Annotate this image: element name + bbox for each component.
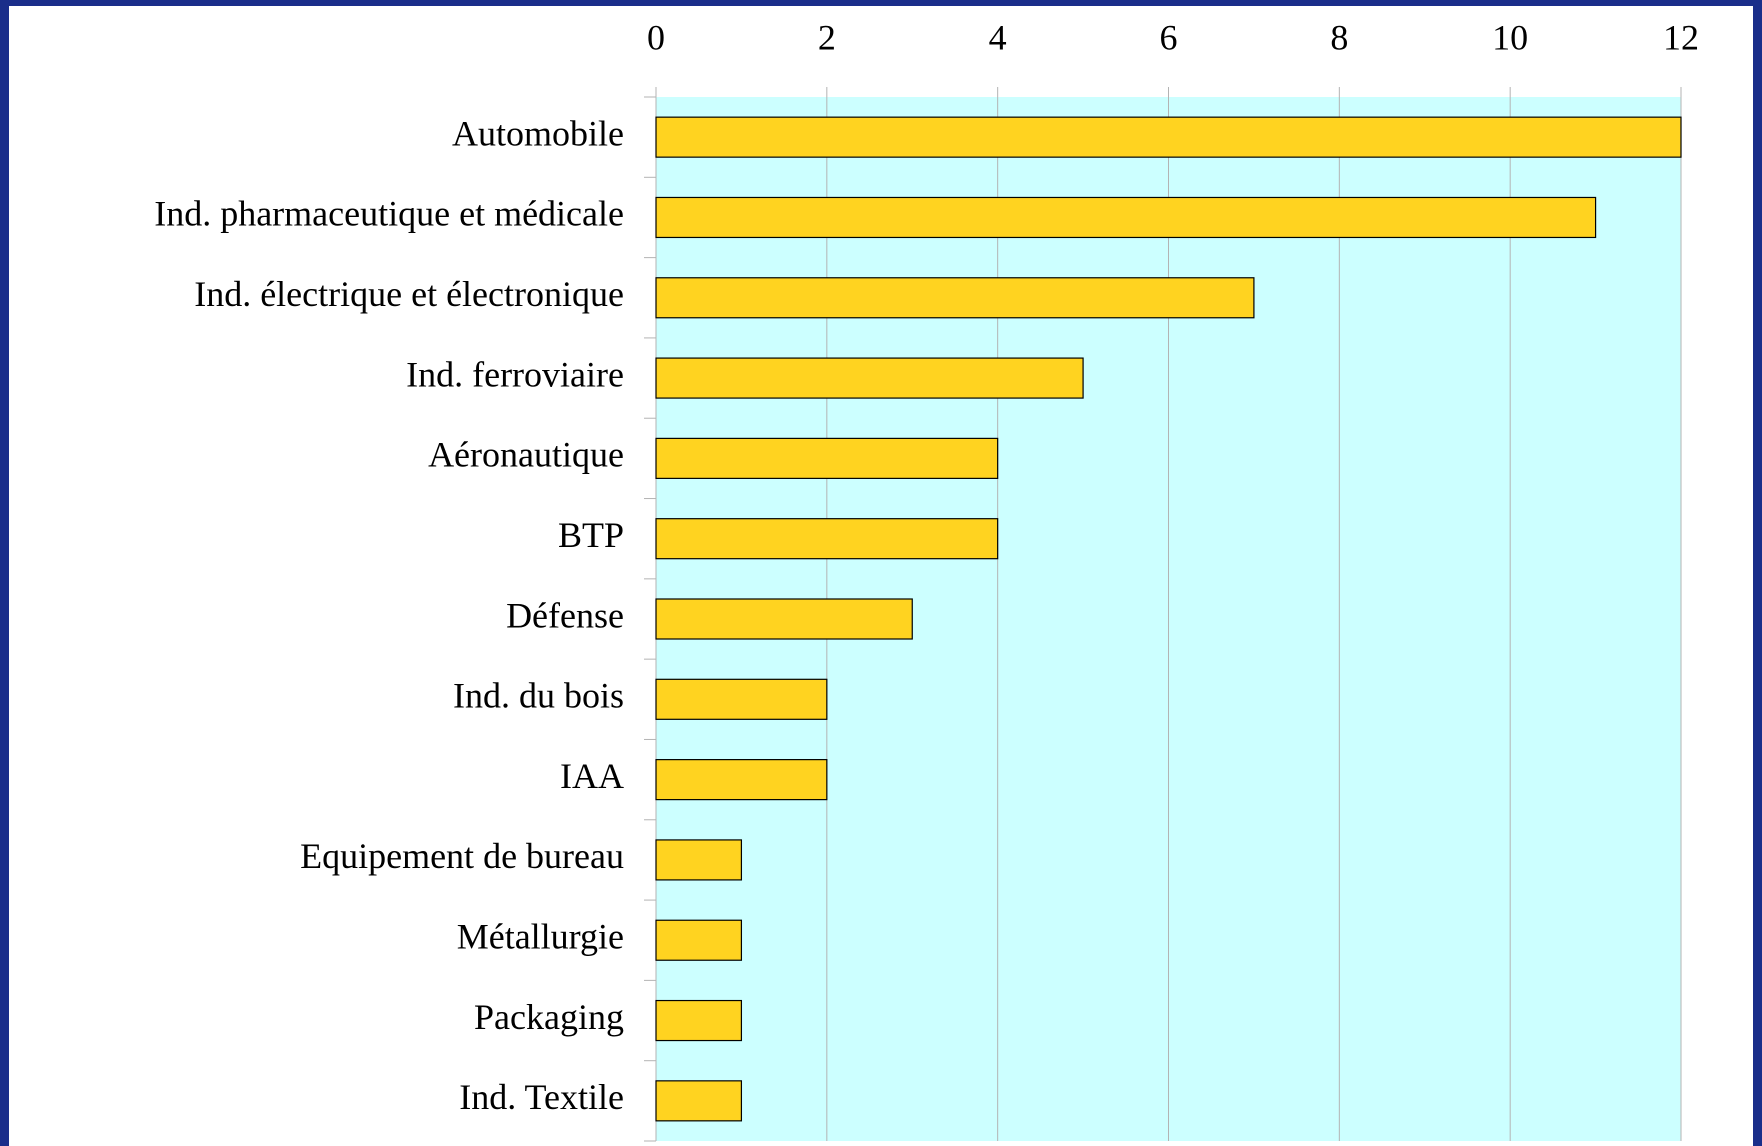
bar — [655, 277, 1255, 319]
bar — [655, 759, 828, 801]
bar — [655, 357, 1084, 399]
y-tick-label: Ind. électrique et électronique — [194, 274, 624, 314]
bar — [655, 116, 1682, 158]
x-tick-label: 8 — [1330, 17, 1348, 57]
y-tick-label: Equipement de bureau — [300, 836, 624, 876]
x-tick-label: 0 — [647, 17, 665, 57]
bar — [655, 196, 1597, 239]
y-tick-label: Défense — [506, 595, 624, 635]
x-tick-label: 6 — [1160, 17, 1178, 57]
x-tick-label: 4 — [989, 17, 1007, 57]
y-tick-label: Ind. du bois — [453, 676, 624, 716]
bar — [655, 999, 743, 1042]
bar — [655, 678, 828, 720]
y-tick-label: BTP — [558, 515, 624, 555]
y-tick-label: Aéronautique — [428, 435, 624, 475]
bar — [655, 518, 999, 560]
y-tick-label: Métallurgie — [457, 916, 624, 956]
y-tick-label: Automobile — [452, 113, 624, 153]
y-tick-label: Packaging — [474, 997, 624, 1037]
bar — [655, 919, 743, 961]
bar — [655, 839, 743, 881]
bar — [655, 598, 913, 640]
y-tick-label: Ind. ferroviaire — [406, 354, 624, 394]
y-tick-label: Ind. pharmaceutique et médicale — [154, 194, 624, 234]
y-tick-label: IAA — [560, 756, 624, 796]
bar — [655, 437, 999, 479]
x-tick-label: 12 — [1663, 17, 1699, 57]
x-tick-label: 10 — [1492, 17, 1528, 57]
y-tick-label: Ind. Textile — [459, 1077, 624, 1117]
x-tick-label: 2 — [818, 17, 836, 57]
bar — [655, 1080, 743, 1122]
